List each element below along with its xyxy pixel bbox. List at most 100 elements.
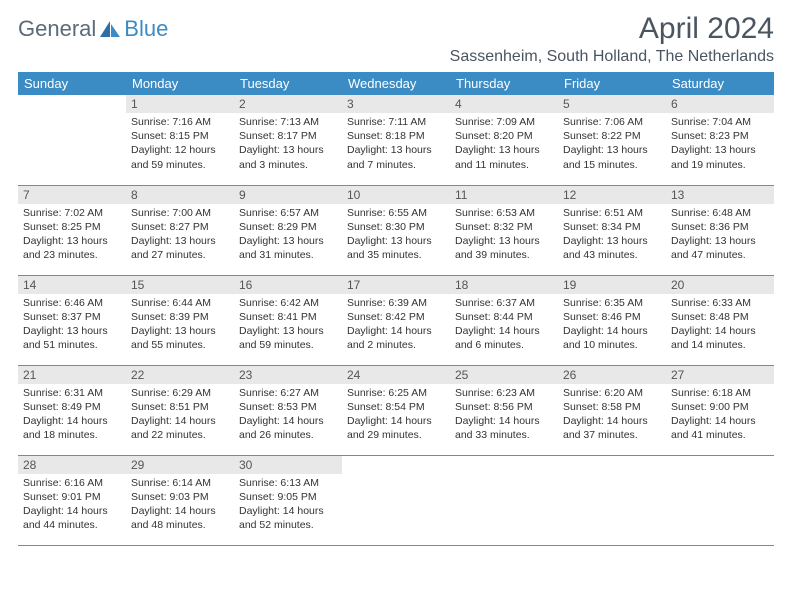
logo-text-blue: Blue — [124, 16, 168, 42]
day-details: Sunrise: 6:44 AMSunset: 8:39 PMDaylight:… — [126, 294, 234, 357]
weekday-header: Sunday — [18, 72, 126, 95]
day-details: Sunrise: 6:57 AMSunset: 8:29 PMDaylight:… — [234, 204, 342, 267]
weekday-header: Monday — [126, 72, 234, 95]
day-number: 20 — [666, 276, 774, 294]
day-details: Sunrise: 6:35 AMSunset: 8:46 PMDaylight:… — [558, 294, 666, 357]
day-number: 4 — [450, 95, 558, 113]
day-details: Sunrise: 7:11 AMSunset: 8:18 PMDaylight:… — [342, 113, 450, 176]
day-number: 7 — [18, 186, 126, 204]
day-details: Sunrise: 6:29 AMSunset: 8:51 PMDaylight:… — [126, 384, 234, 447]
calendar-day-cell: 6Sunrise: 7:04 AMSunset: 8:23 PMDaylight… — [666, 95, 774, 185]
weekday-header: Saturday — [666, 72, 774, 95]
weekday-header: Wednesday — [342, 72, 450, 95]
day-number: 25 — [450, 366, 558, 384]
calendar-body: 1Sunrise: 7:16 AMSunset: 8:15 PMDaylight… — [18, 95, 774, 545]
day-details: Sunrise: 7:06 AMSunset: 8:22 PMDaylight:… — [558, 113, 666, 176]
logo-text-general: General — [18, 16, 96, 42]
day-number: 14 — [18, 276, 126, 294]
day-number: 10 — [342, 186, 450, 204]
day-details: Sunrise: 7:00 AMSunset: 8:27 PMDaylight:… — [126, 204, 234, 267]
day-details: Sunrise: 7:16 AMSunset: 8:15 PMDaylight:… — [126, 113, 234, 176]
calendar-day-cell: 22Sunrise: 6:29 AMSunset: 8:51 PMDayligh… — [126, 365, 234, 455]
day-number: 23 — [234, 366, 342, 384]
day-details: Sunrise: 6:27 AMSunset: 8:53 PMDaylight:… — [234, 384, 342, 447]
calendar-day-cell: 3Sunrise: 7:11 AMSunset: 8:18 PMDaylight… — [342, 95, 450, 185]
day-number: 5 — [558, 95, 666, 113]
calendar-day-cell: 25Sunrise: 6:23 AMSunset: 8:56 PMDayligh… — [450, 365, 558, 455]
day-details: Sunrise: 6:20 AMSunset: 8:58 PMDaylight:… — [558, 384, 666, 447]
day-details: Sunrise: 7:09 AMSunset: 8:20 PMDaylight:… — [450, 113, 558, 176]
day-number: 18 — [450, 276, 558, 294]
calendar-week-row: 28Sunrise: 6:16 AMSunset: 9:01 PMDayligh… — [18, 455, 774, 545]
day-details: Sunrise: 6:18 AMSunset: 9:00 PMDaylight:… — [666, 384, 774, 447]
day-details: Sunrise: 6:48 AMSunset: 8:36 PMDaylight:… — [666, 204, 774, 267]
day-details: Sunrise: 7:04 AMSunset: 8:23 PMDaylight:… — [666, 113, 774, 176]
day-number: 26 — [558, 366, 666, 384]
calendar-day-cell: 21Sunrise: 6:31 AMSunset: 8:49 PMDayligh… — [18, 365, 126, 455]
calendar-day-cell: 2Sunrise: 7:13 AMSunset: 8:17 PMDaylight… — [234, 95, 342, 185]
day-number: 15 — [126, 276, 234, 294]
calendar-empty-cell — [558, 455, 666, 545]
calendar-empty-cell — [666, 455, 774, 545]
calendar-day-cell: 10Sunrise: 6:55 AMSunset: 8:30 PMDayligh… — [342, 185, 450, 275]
day-number: 30 — [234, 456, 342, 474]
day-details: Sunrise: 6:55 AMSunset: 8:30 PMDaylight:… — [342, 204, 450, 267]
day-number: 1 — [126, 95, 234, 113]
weekday-header: Friday — [558, 72, 666, 95]
day-details: Sunrise: 6:42 AMSunset: 8:41 PMDaylight:… — [234, 294, 342, 357]
day-number: 27 — [666, 366, 774, 384]
calendar-day-cell: 26Sunrise: 6:20 AMSunset: 8:58 PMDayligh… — [558, 365, 666, 455]
day-number: 12 — [558, 186, 666, 204]
day-details: Sunrise: 6:33 AMSunset: 8:48 PMDaylight:… — [666, 294, 774, 357]
calendar-day-cell: 7Sunrise: 7:02 AMSunset: 8:25 PMDaylight… — [18, 185, 126, 275]
calendar-day-cell: 20Sunrise: 6:33 AMSunset: 8:48 PMDayligh… — [666, 275, 774, 365]
day-number: 19 — [558, 276, 666, 294]
day-number: 3 — [342, 95, 450, 113]
location-subtitle: Sassenheim, South Holland, The Netherlan… — [450, 48, 774, 66]
day-details: Sunrise: 7:13 AMSunset: 8:17 PMDaylight:… — [234, 113, 342, 176]
calendar-week-row: 14Sunrise: 6:46 AMSunset: 8:37 PMDayligh… — [18, 275, 774, 365]
calendar-day-cell: 17Sunrise: 6:39 AMSunset: 8:42 PMDayligh… — [342, 275, 450, 365]
title-block: April 2024 Sassenheim, South Holland, Th… — [450, 12, 774, 66]
calendar-week-row: 1Sunrise: 7:16 AMSunset: 8:15 PMDaylight… — [18, 95, 774, 185]
calendar-day-cell: 1Sunrise: 7:16 AMSunset: 8:15 PMDaylight… — [126, 95, 234, 185]
day-number: 6 — [666, 95, 774, 113]
day-number: 8 — [126, 186, 234, 204]
day-details: Sunrise: 6:39 AMSunset: 8:42 PMDaylight:… — [342, 294, 450, 357]
calendar-week-row: 21Sunrise: 6:31 AMSunset: 8:49 PMDayligh… — [18, 365, 774, 455]
month-title: April 2024 — [450, 12, 774, 46]
day-number: 24 — [342, 366, 450, 384]
day-details: Sunrise: 7:02 AMSunset: 8:25 PMDaylight:… — [18, 204, 126, 267]
calendar-day-cell: 24Sunrise: 6:25 AMSunset: 8:54 PMDayligh… — [342, 365, 450, 455]
calendar-empty-cell — [450, 455, 558, 545]
weekday-header: Thursday — [450, 72, 558, 95]
calendar-empty-cell — [342, 455, 450, 545]
calendar-day-cell: 9Sunrise: 6:57 AMSunset: 8:29 PMDaylight… — [234, 185, 342, 275]
day-number: 2 — [234, 95, 342, 113]
day-details: Sunrise: 6:16 AMSunset: 9:01 PMDaylight:… — [18, 474, 126, 537]
day-details: Sunrise: 6:31 AMSunset: 8:49 PMDaylight:… — [18, 384, 126, 447]
calendar-day-cell: 4Sunrise: 7:09 AMSunset: 8:20 PMDaylight… — [450, 95, 558, 185]
calendar-day-cell: 15Sunrise: 6:44 AMSunset: 8:39 PMDayligh… — [126, 275, 234, 365]
day-details: Sunrise: 6:13 AMSunset: 9:05 PMDaylight:… — [234, 474, 342, 537]
day-number: 28 — [18, 456, 126, 474]
day-number: 16 — [234, 276, 342, 294]
day-details: Sunrise: 6:23 AMSunset: 8:56 PMDaylight:… — [450, 384, 558, 447]
day-number: 17 — [342, 276, 450, 294]
calendar-day-cell: 28Sunrise: 6:16 AMSunset: 9:01 PMDayligh… — [18, 455, 126, 545]
day-details: Sunrise: 6:25 AMSunset: 8:54 PMDaylight:… — [342, 384, 450, 447]
weekday-header: Tuesday — [234, 72, 342, 95]
header: General Blue April 2024 Sassenheim, Sout… — [18, 12, 774, 66]
calendar-day-cell: 29Sunrise: 6:14 AMSunset: 9:03 PMDayligh… — [126, 455, 234, 545]
day-details: Sunrise: 6:46 AMSunset: 8:37 PMDaylight:… — [18, 294, 126, 357]
logo-sail-icon — [98, 19, 122, 39]
calendar-week-row: 7Sunrise: 7:02 AMSunset: 8:25 PMDaylight… — [18, 185, 774, 275]
day-number: 29 — [126, 456, 234, 474]
day-details: Sunrise: 6:14 AMSunset: 9:03 PMDaylight:… — [126, 474, 234, 537]
calendar-day-cell: 8Sunrise: 7:00 AMSunset: 8:27 PMDaylight… — [126, 185, 234, 275]
calendar-day-cell: 14Sunrise: 6:46 AMSunset: 8:37 PMDayligh… — [18, 275, 126, 365]
calendar-head: SundayMondayTuesdayWednesdayThursdayFrid… — [18, 72, 774, 95]
day-details: Sunrise: 6:37 AMSunset: 8:44 PMDaylight:… — [450, 294, 558, 357]
calendar-day-cell: 12Sunrise: 6:51 AMSunset: 8:34 PMDayligh… — [558, 185, 666, 275]
calendar-table: SundayMondayTuesdayWednesdayThursdayFrid… — [18, 72, 774, 546]
